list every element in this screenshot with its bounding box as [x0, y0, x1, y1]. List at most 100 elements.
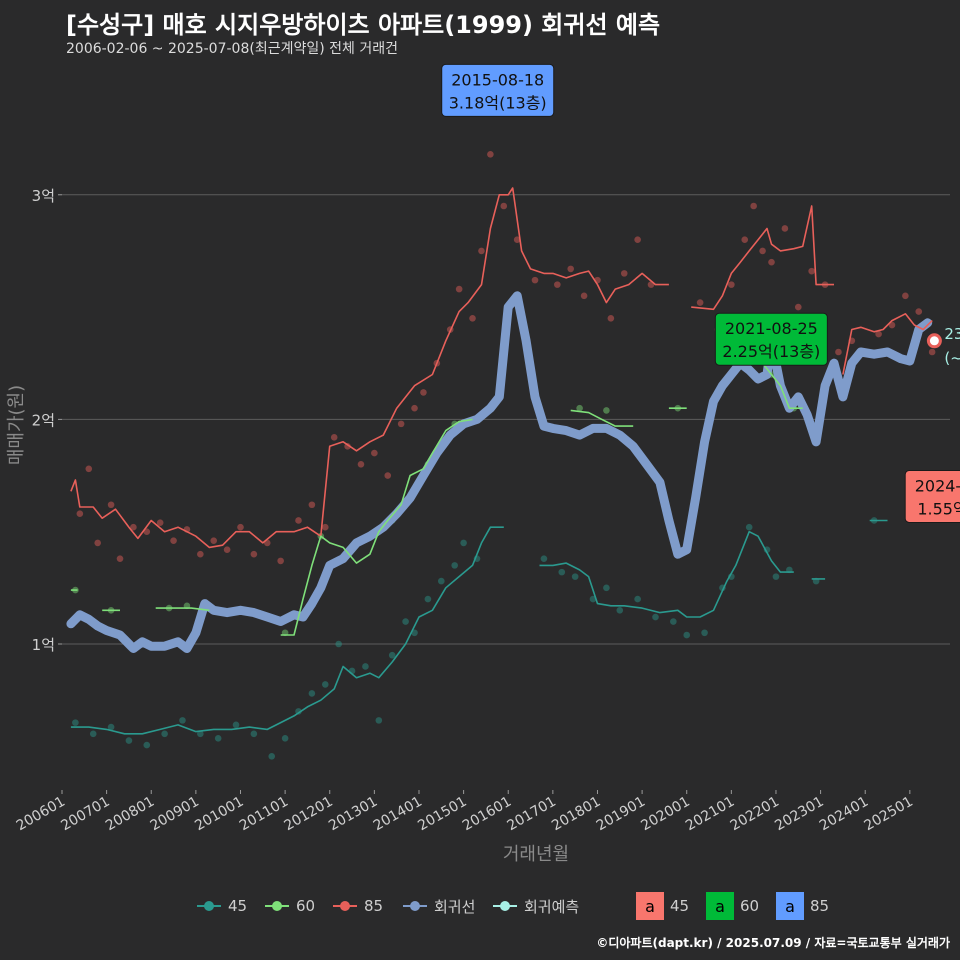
- point-85: [875, 330, 882, 338]
- point-85: [620, 270, 628, 277]
- forecast-point: [926, 333, 942, 349]
- annotation-2015-08-18: 2015-08-18 3.18억(13층): [441, 63, 555, 117]
- point-45: [701, 629, 708, 637]
- legend-label-85: 85: [364, 897, 384, 915]
- legend-box-45: a: [636, 892, 664, 920]
- x-tick-label: 201501: [415, 794, 469, 835]
- point-45: [214, 735, 222, 742]
- point-45: [250, 730, 258, 738]
- point-85: [741, 236, 749, 243]
- legend-label-60: 60: [296, 897, 316, 915]
- point-85: [759, 247, 766, 255]
- point-85: [794, 303, 802, 311]
- forecast-area-label: (~85㎡): [944, 349, 960, 367]
- point-45: [603, 584, 610, 592]
- x-tick-label: 201301: [326, 794, 380, 835]
- point-85: [94, 539, 101, 547]
- point-85: [223, 546, 231, 553]
- point-85: [750, 202, 757, 210]
- annotation-date: 2015-08-18: [451, 70, 544, 89]
- x-tick-label: 200701: [58, 794, 112, 835]
- point-85: [371, 449, 378, 457]
- legend-item-regression: 회귀선: [402, 892, 475, 920]
- point-45: [772, 573, 780, 580]
- point-85: [835, 348, 842, 356]
- point-60: [603, 407, 610, 414]
- point-85: [696, 299, 704, 306]
- annotation-date: 2024-07-23: [915, 476, 960, 495]
- point-45: [616, 607, 624, 614]
- legend-item-forecast: 회귀예측: [492, 892, 579, 920]
- point-85: [85, 465, 93, 473]
- x-tick-label: 202401: [817, 794, 871, 835]
- point-85: [808, 267, 815, 275]
- point-85: [197, 550, 204, 558]
- legend-box-item-45: a 45: [636, 892, 689, 920]
- source-caption: ©디아파트(dapt.kr) / 2025.07.09 / 자료=국토교통부 실…: [596, 936, 950, 950]
- x-tick-label: 202301: [772, 794, 826, 835]
- x-tick-label: 202001: [638, 794, 692, 835]
- point-85: [888, 321, 896, 329]
- point-85: [420, 389, 427, 396]
- point-85: [357, 461, 365, 468]
- x-tick-label: 201601: [460, 794, 514, 835]
- point-45: [197, 730, 204, 738]
- point-85: [487, 151, 494, 158]
- point-45: [335, 640, 342, 648]
- y-tick-label: 1억: [32, 636, 55, 654]
- point-85: [567, 265, 575, 273]
- point-85: [130, 523, 137, 531]
- point-45: [161, 730, 168, 738]
- point-85: [607, 315, 615, 322]
- point-45: [362, 663, 369, 670]
- annotation-box: [441, 63, 555, 117]
- point-45: [437, 577, 445, 585]
- point-60: [576, 404, 583, 412]
- point-45: [375, 717, 383, 724]
- chart-title: [수성구] 매호 시지우방하이츠 아파트(1999) 회귀선 예측: [66, 11, 661, 39]
- x-tick-label: 201901: [594, 794, 648, 835]
- y-tick-label: 3억: [32, 187, 55, 205]
- point-45: [268, 753, 276, 760]
- legend-box-item-60: a 60: [706, 892, 759, 920]
- point-45: [745, 523, 753, 531]
- legend: 45 60 85 회귀선 회귀예측 a 45 a 60 a 85: [0, 892, 960, 920]
- point-85: [580, 292, 588, 300]
- legend-box-label-85: 85: [810, 897, 830, 915]
- annotation-value: 3.18억(13층): [449, 93, 547, 112]
- legend-item-85: 85: [332, 892, 383, 920]
- point-45: [571, 573, 579, 580]
- point-45: [558, 568, 566, 576]
- legend-label-forecast: 회귀예측: [524, 897, 580, 916]
- point-85: [531, 276, 539, 284]
- point-45: [308, 690, 316, 697]
- annotation-box: [904, 469, 960, 523]
- point-85: [384, 472, 392, 479]
- point-85: [107, 501, 115, 509]
- point-45: [540, 555, 548, 562]
- legend-item-60: 60: [264, 892, 315, 920]
- point-45: [281, 735, 289, 742]
- regression-line: [66, 291, 933, 653]
- point-85: [344, 443, 351, 450]
- point-85: [781, 225, 789, 232]
- point-45: [89, 730, 97, 738]
- series-line-85: [70, 187, 933, 549]
- x-tick-label: 201201: [281, 794, 335, 835]
- point-45: [107, 723, 115, 731]
- point-85: [469, 315, 476, 322]
- point-85: [728, 281, 735, 288]
- point-85: [500, 202, 508, 210]
- point-85: [237, 523, 244, 531]
- x-tick-label: 201701: [505, 794, 559, 835]
- annotation-value: 1.55억(4층): [917, 499, 960, 518]
- legend-box-85: a: [776, 892, 804, 920]
- x-tick-label: 200801: [103, 794, 157, 835]
- point-85: [915, 308, 923, 315]
- point-85: [143, 528, 151, 535]
- point-45: [232, 721, 240, 729]
- point-45: [683, 631, 691, 639]
- point-85: [210, 537, 218, 544]
- point-85: [295, 517, 302, 524]
